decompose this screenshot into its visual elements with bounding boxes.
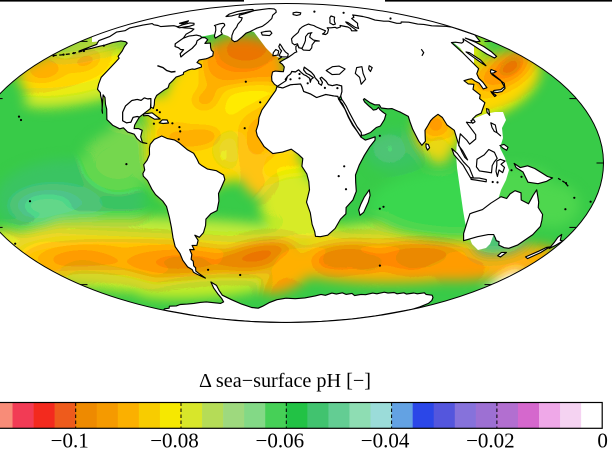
svg-text:−0.1: −0.1 bbox=[51, 429, 89, 453]
svg-text:0: 0 bbox=[597, 429, 608, 453]
svg-text:−0.08: −0.08 bbox=[150, 429, 199, 453]
svg-text:−0.04: −0.04 bbox=[361, 429, 410, 453]
svg-text:Δ sea−surface pH [−]: Δ sea−surface pH [−] bbox=[199, 370, 371, 392]
svg-text:−0.06: −0.06 bbox=[256, 429, 305, 453]
svg-text:−0.02: −0.02 bbox=[466, 429, 515, 453]
